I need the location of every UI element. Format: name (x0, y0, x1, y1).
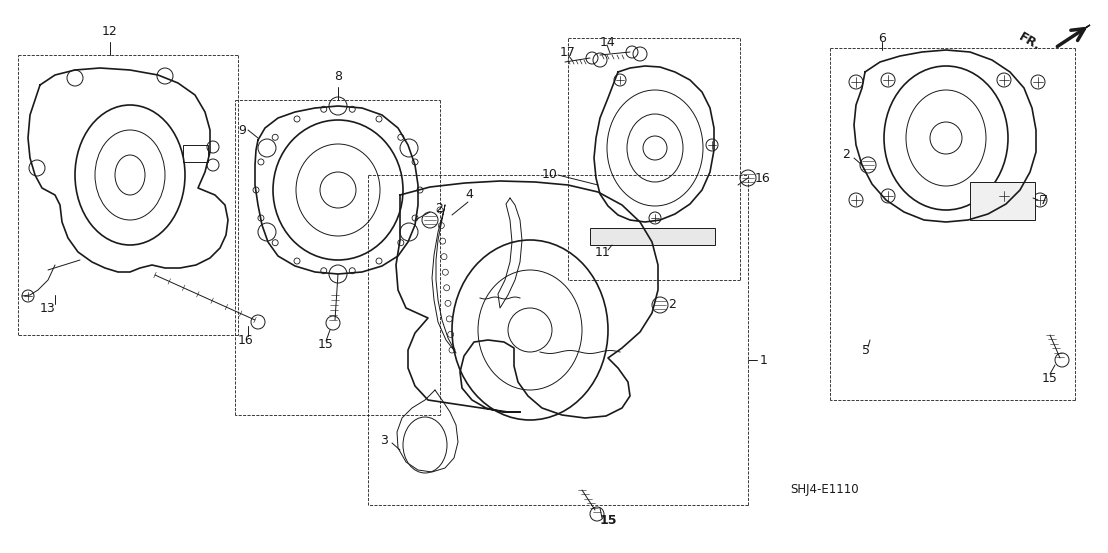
Text: 15: 15 (318, 338, 334, 352)
Text: 1: 1 (760, 353, 768, 367)
Text: 6: 6 (878, 32, 886, 44)
Text: 8: 8 (334, 70, 342, 83)
Text: 14: 14 (601, 35, 616, 49)
Text: 4: 4 (465, 189, 473, 201)
Text: 9: 9 (238, 123, 246, 137)
Polygon shape (970, 182, 1035, 220)
Text: 10: 10 (542, 169, 557, 181)
Text: 15: 15 (1042, 372, 1058, 384)
Text: 12: 12 (102, 25, 117, 38)
Text: 2: 2 (842, 149, 850, 161)
Text: 2: 2 (668, 299, 676, 311)
Text: 11: 11 (595, 246, 611, 258)
Text: SHJ4-E1110: SHJ4-E1110 (790, 483, 859, 497)
Text: 16: 16 (755, 171, 771, 185)
Text: 17: 17 (560, 45, 576, 59)
Text: 2: 2 (435, 201, 443, 215)
Text: 5: 5 (862, 343, 870, 357)
Text: 7: 7 (1040, 194, 1048, 206)
Text: 3: 3 (380, 434, 388, 446)
Text: 16: 16 (238, 333, 254, 347)
Polygon shape (1075, 25, 1090, 35)
Text: 15: 15 (601, 514, 617, 526)
Polygon shape (589, 228, 715, 245)
Text: FR.: FR. (1017, 31, 1044, 54)
Text: 13: 13 (40, 301, 55, 315)
